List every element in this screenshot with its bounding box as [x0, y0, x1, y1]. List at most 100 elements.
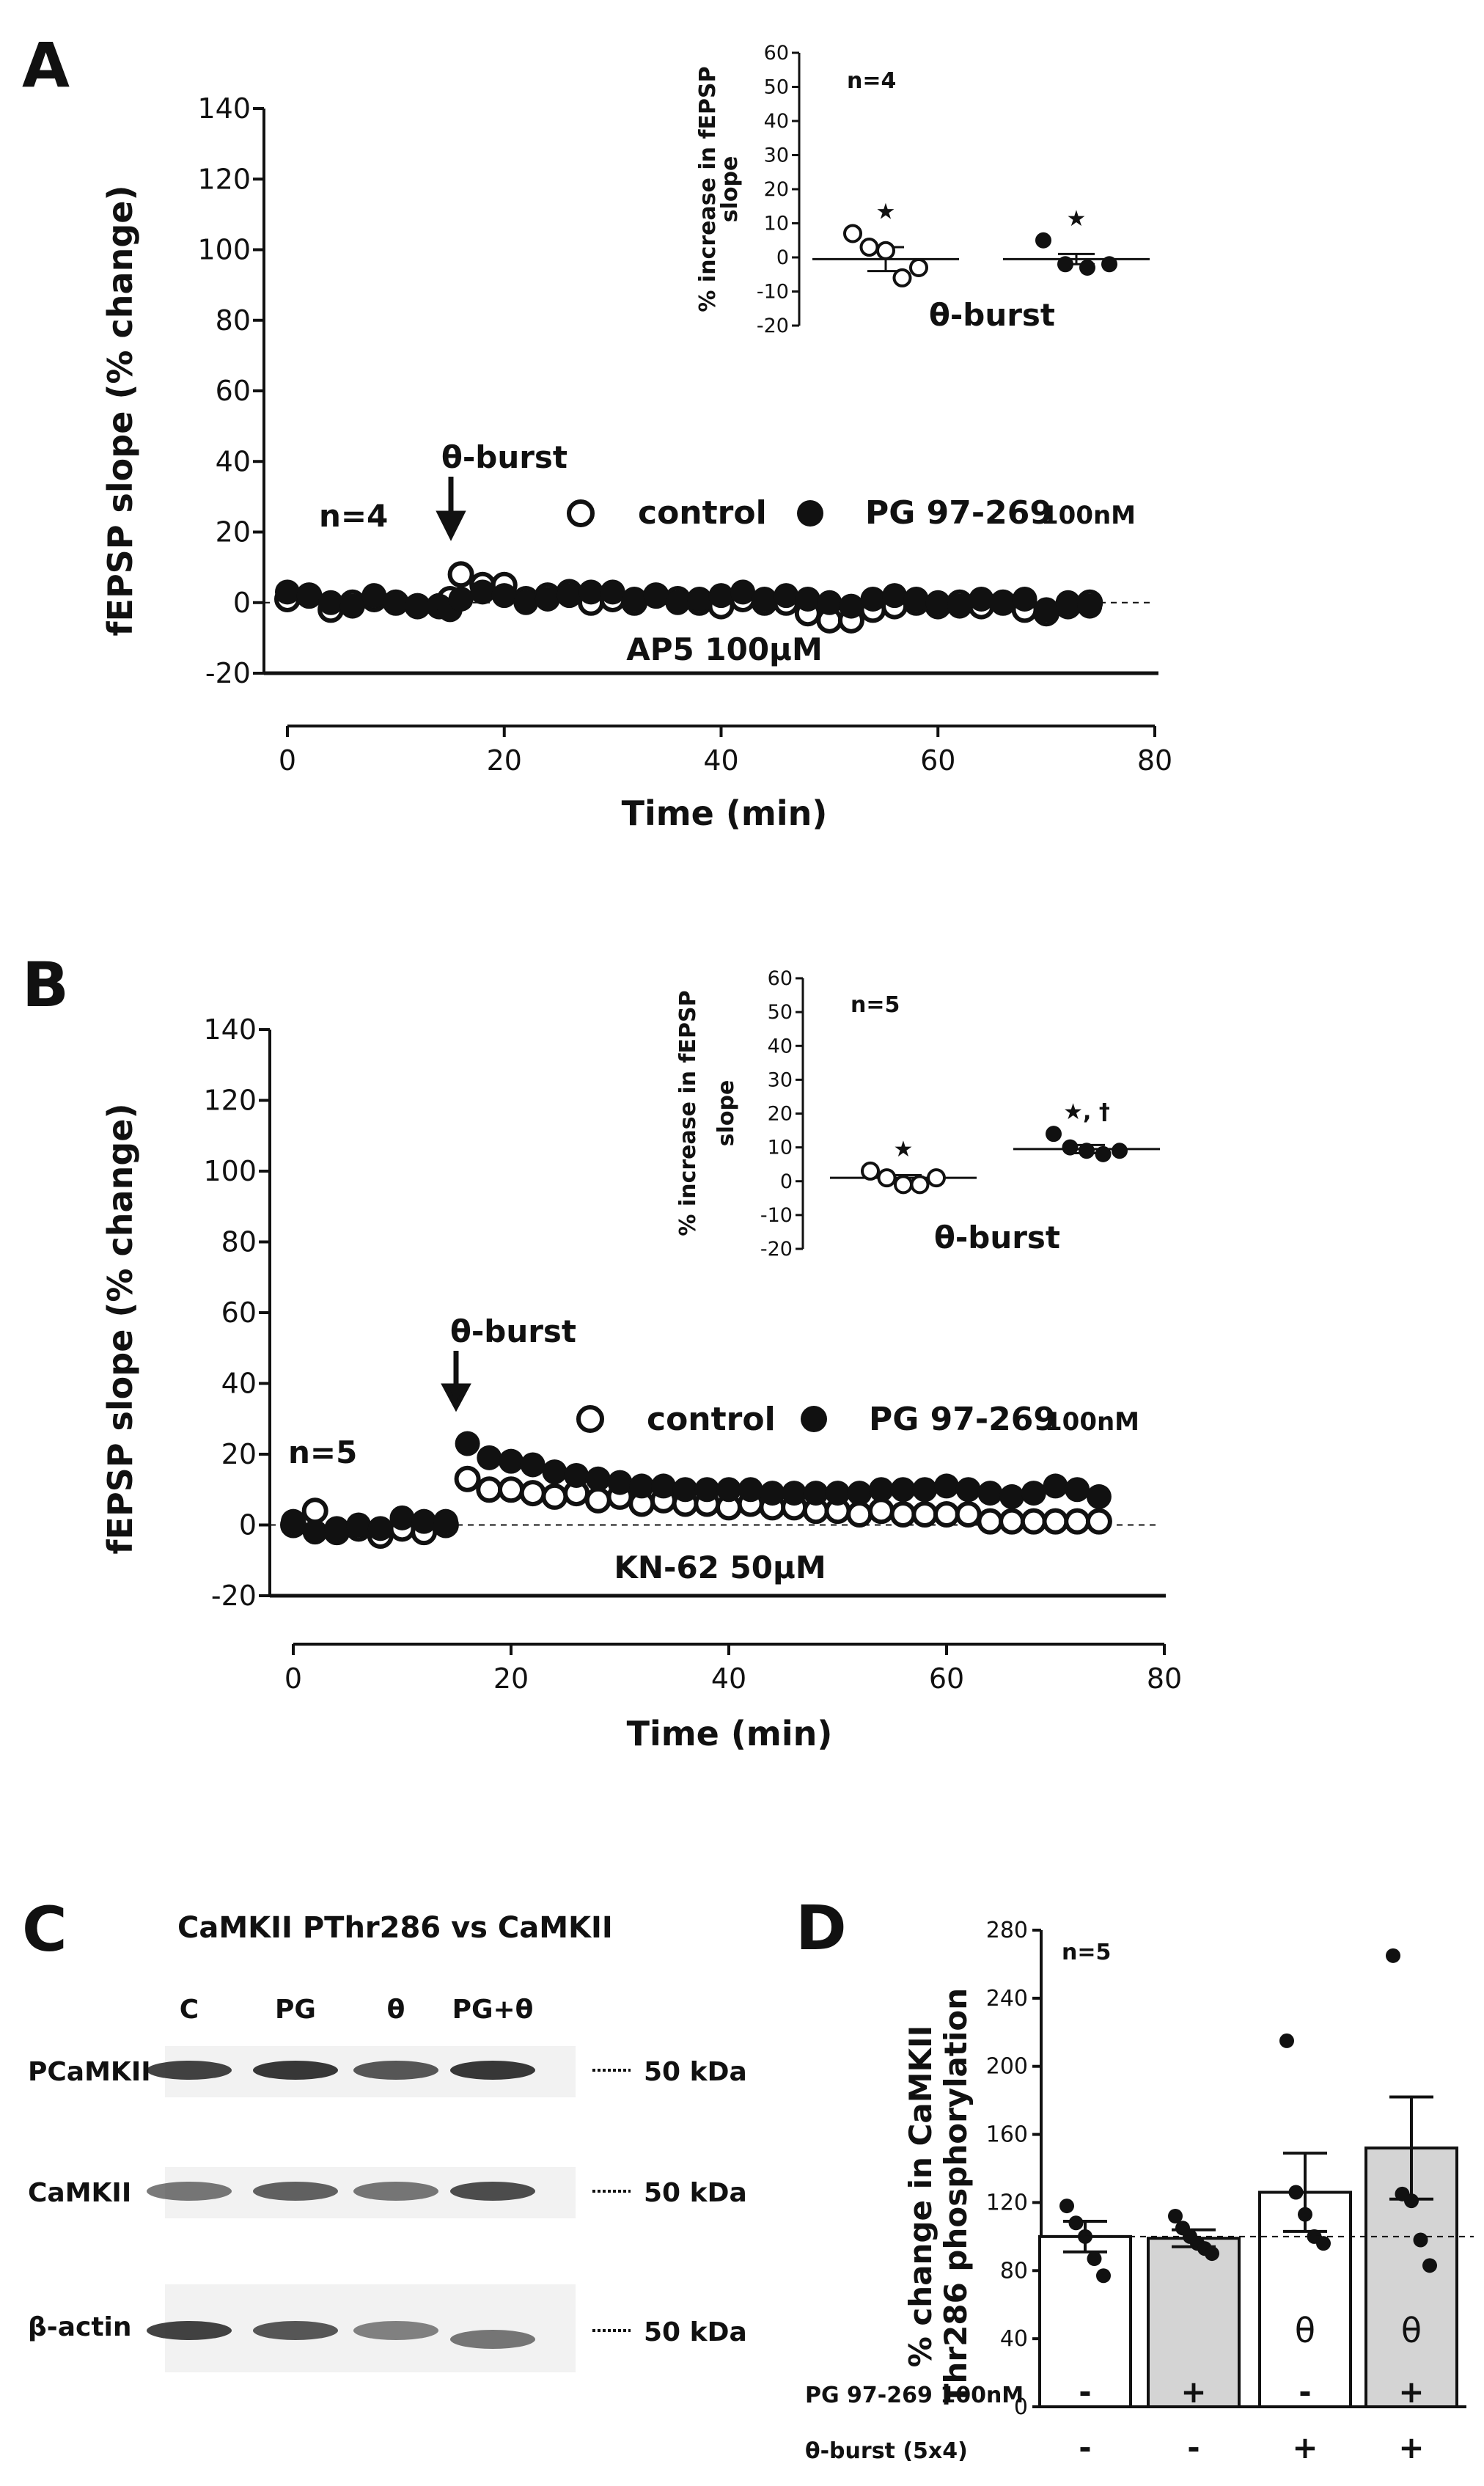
d-data-point: [1059, 2199, 1074, 2214]
panel-b: B fEPSP slope (% change) Time (min) -20 0…: [22, 949, 1182, 1753]
insetb-pg-point: [1095, 1145, 1112, 1162]
inseta-pg-point: [1101, 256, 1117, 273]
d-y-axis-title-line1: % change in CaMKII: [903, 2025, 938, 2368]
inseta-y-tick-label: 30: [764, 144, 789, 167]
pa-y-tick-label: 120: [197, 163, 251, 195]
pb-y-tick-label: 20: [221, 1438, 257, 1470]
pb-pg-point: [955, 1477, 981, 1503]
pb-x-tick-label: 0: [284, 1662, 302, 1695]
lane-label-pg: PG: [275, 1995, 316, 2025]
d-data-point: [1096, 2268, 1111, 2284]
inseta-control-point: [876, 241, 895, 260]
panel-label-b: B: [22, 949, 69, 1021]
blot-row-label-camkii: CaMKII: [28, 2178, 131, 2208]
insetb-control-point: [894, 1175, 913, 1195]
panel-d: D % change in CaMKII Thr286 phosphorylat…: [796, 1892, 1474, 2465]
b-inset-y-title: % increase in fEPSP: [675, 990, 701, 1236]
pb-pg-point: [912, 1477, 938, 1503]
a-inset-y-title-line1: % increase in fEPSP: [695, 66, 721, 312]
pb-y-tick-label: -20: [211, 1580, 257, 1612]
d-data-point: [1288, 2185, 1304, 2200]
d-condition-sign: -: [1079, 2374, 1091, 2410]
blot-row-label-pcamkii: PCaMKII: [28, 2057, 151, 2087]
b-stim-label: θ-burst: [450, 1313, 576, 1349]
pb-control-point: [1020, 1508, 1047, 1535]
pb-control-point: [911, 1501, 938, 1528]
blot-band: [450, 2061, 535, 2080]
insetb-y-tick-label: 60: [768, 967, 793, 990]
pa-pg-point: [1034, 597, 1059, 623]
d-condition-theta: θ-burst (5x4): [805, 2438, 968, 2464]
a-inset: -20 -10 0 10 20 30 40 50 60 ★ ★: [757, 42, 1150, 337]
d-data-point: [1068, 2215, 1084, 2231]
pb-pg-point: [389, 1505, 415, 1530]
pa-pg-point: [296, 583, 322, 609]
pa-pg-point: [969, 586, 994, 612]
lane-label-pg-theta: PG+θ: [452, 1995, 534, 2025]
pa-pg-point: [643, 583, 669, 609]
pa-pg-point: [1077, 593, 1103, 619]
d-bar-symbol: θ: [1401, 2311, 1422, 2350]
pb-pg-point: [694, 1477, 720, 1503]
pb-pg-point: [585, 1466, 611, 1492]
pa-pg-point: [1055, 590, 1081, 615]
blot-band: [147, 2321, 232, 2340]
pb-control-point: [889, 1501, 917, 1528]
a-drug-label: AP5 100μM: [626, 631, 823, 667]
pb-pg-point: [629, 1473, 655, 1499]
d-condition-sign: +: [1398, 2374, 1424, 2410]
d-data-point: [1422, 2258, 1437, 2273]
pb-control-point: [846, 1501, 873, 1528]
pb-y-tick-label: 80: [221, 1226, 257, 1258]
b-inset-y-title-line2: slope: [713, 1080, 739, 1147]
pa-pg-point: [817, 590, 842, 615]
insetb-y-tick-label: 20: [768, 1103, 793, 1126]
pb-pg-point: [367, 1516, 393, 1541]
pb-pg-point: [499, 1448, 524, 1474]
insetb-control-point: [927, 1168, 946, 1188]
pa-pg-point: [275, 579, 300, 605]
blot-band: [253, 2182, 338, 2201]
inseta-pg-point: [1057, 256, 1073, 273]
pb-pg-point: [281, 1508, 306, 1534]
d-condition-sign: +: [1292, 2430, 1318, 2465]
lane-label-c: C: [180, 1995, 199, 2025]
d-bar-symbol: θ: [1295, 2311, 1315, 2350]
pb-pg-point: [716, 1477, 741, 1503]
pa-x-tick-label: 80: [1137, 744, 1172, 777]
a-legend: control PG 97-269 100nM: [567, 494, 1136, 532]
pb-y-tick-label: 100: [203, 1155, 257, 1187]
pb-y-tick-label: 120: [203, 1085, 257, 1117]
pa-pg-point: [990, 590, 1015, 615]
a-n-label: n=4: [319, 498, 388, 534]
panel-label-d: D: [796, 1892, 847, 1964]
blot-band: [450, 2330, 535, 2349]
d-data-point: [1087, 2251, 1102, 2267]
pa-pg-point: [491, 583, 517, 609]
d-condition-sign: -: [1079, 2430, 1091, 2465]
pb-y-tick-label: 140: [203, 1013, 257, 1046]
pb-control-point: [454, 1465, 481, 1492]
pa-y-tick-label: -20: [205, 657, 251, 689]
inseta-y-tick-label: 0: [776, 246, 789, 269]
pa-x-tick-label: 40: [703, 744, 738, 777]
pa-x-tick-label: 20: [487, 744, 522, 777]
d-bar: [1038, 2234, 1132, 2409]
insetb-pg-point: [1112, 1143, 1128, 1159]
pb-control-point: [977, 1508, 1004, 1535]
pa-pg-point: [665, 590, 691, 615]
d-condition-sign: +: [1398, 2430, 1424, 2465]
pb-control-point: [584, 1486, 611, 1514]
panel-c: C CaMKII PThr286 vs CaMKII C PG θ PG+θ P…: [22, 1893, 747, 2372]
pa-pg-point: [708, 583, 734, 609]
d-data-point: [1298, 2207, 1312, 2222]
blot-band: [353, 2061, 438, 2080]
a-legend-control: control: [638, 494, 767, 532]
inseta-y-tick-label: 50: [764, 76, 789, 99]
pb-control-point: [1064, 1508, 1091, 1535]
d-data-point: [1205, 2246, 1219, 2262]
d-condition-sign: -: [1298, 2374, 1311, 2410]
insetb-pg-point: [1079, 1143, 1095, 1159]
d-data-point: [1316, 2236, 1331, 2251]
